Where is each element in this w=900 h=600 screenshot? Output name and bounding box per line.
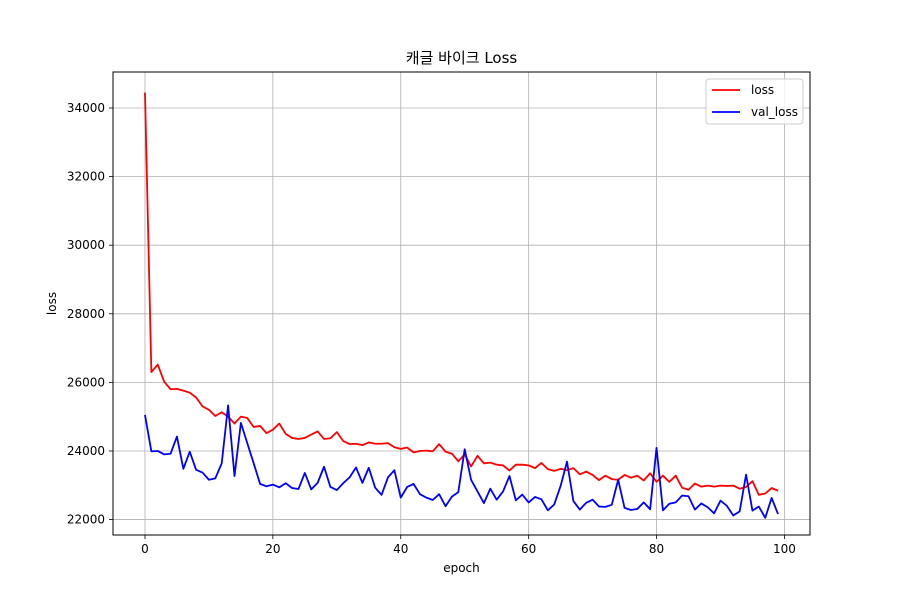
plot-frame [112, 71, 811, 536]
x-axis-label: epoch [443, 561, 480, 575]
y-tick-label: 34000 [67, 101, 105, 115]
series-line-val-loss [144, 404, 779, 519]
x-tick-label: 0 [141, 542, 149, 556]
tick-layer: 0 20 40 60 80 100 22000 24000 26000 28000 30000 320… [67, 101, 796, 556]
x-tick-label: 100 [773, 542, 796, 556]
legend: loss val_loss [705, 78, 804, 125]
y-tick-label: 30000 [67, 238, 105, 252]
y-tick-label: 32000 [67, 170, 105, 184]
y-tick-label: 22000 [67, 513, 105, 527]
x-tick-label: 60 [521, 542, 536, 556]
y-tick-label: 28000 [67, 307, 105, 321]
y-tick-label: 26000 [67, 375, 105, 389]
legend-label-val-loss: val_loss [751, 105, 798, 119]
series-layer [144, 92, 779, 519]
x-tick-label: 40 [393, 542, 408, 556]
y-axis-label: loss [45, 292, 59, 315]
y-tick-label: 24000 [67, 444, 105, 458]
series-line-loss [144, 92, 779, 496]
x-tick-label: 80 [649, 542, 664, 556]
chart-title: 캐글 바이크 Loss [406, 49, 518, 67]
x-tick-label: 20 [265, 542, 280, 556]
grid-layer [113, 72, 810, 535]
legend-label-loss: loss [751, 83, 774, 97]
